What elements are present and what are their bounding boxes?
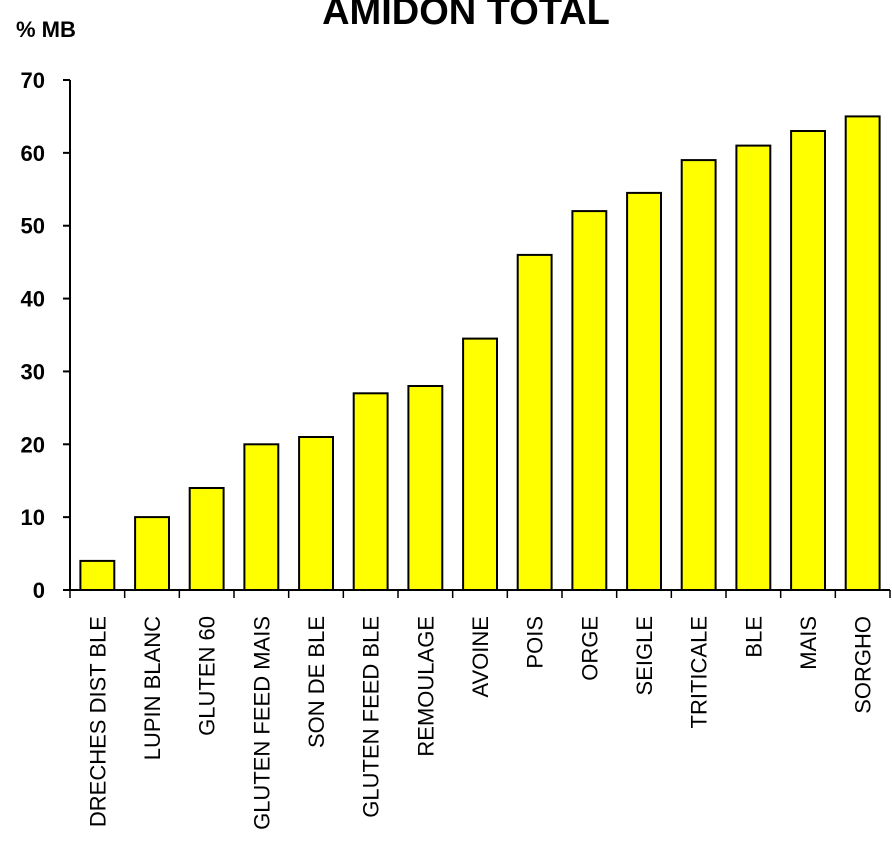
x-tick-label-12: BLE (741, 616, 766, 658)
y-tick-label-5: 50 (21, 214, 45, 239)
y-tick-label-0: 0 (33, 578, 45, 603)
y-tick-label-6: 60 (21, 141, 45, 166)
x-tick-label-8: POIS (523, 616, 548, 669)
bars-group (79, 115, 881, 592)
bar-10 (626, 191, 662, 591)
x-tick-label-13: MAIS (796, 616, 821, 670)
bar-7 (462, 337, 499, 591)
bar-1 (134, 516, 171, 591)
bar-6 (407, 385, 444, 591)
x-tick-labels: DRECHES DIST BLE LUPIN BLANC GLUTEN 60 GLUT… (85, 616, 875, 830)
x-tick-label-9: ORGE (577, 616, 602, 681)
y-tick-label-2: 20 (21, 432, 45, 457)
bar-14 (844, 115, 881, 592)
bar-12 (735, 144, 772, 591)
x-tick-label-4: SON DE BLE (304, 616, 329, 748)
x-tick-label-3: GLUTEN FEED MAIS (249, 616, 274, 830)
x-tick-label-0: DRECHES DIST BLE (85, 616, 110, 827)
x-tick-label-6: REMOULAGE (413, 616, 438, 757)
x-tick-label-5: GLUTEN FEED BLE (359, 616, 384, 818)
x-tick-label-7: AVOINE (468, 616, 493, 698)
bar-5 (352, 392, 389, 591)
bar-13 (790, 130, 826, 591)
y-axis-label: % MB (16, 17, 76, 42)
bar-8 (516, 253, 553, 591)
x-tick-label-2: GLUTEN 60 (195, 616, 220, 736)
bar-11 (680, 159, 717, 591)
bar-3 (243, 443, 280, 591)
x-tick-label-11: TRITICALE (687, 616, 712, 728)
y-tick-label-3: 30 (21, 359, 45, 384)
x-tick-label-1: LUPIN BLANC (140, 616, 165, 760)
y-tick-label-7: 70 (21, 68, 45, 93)
y-tick-label-4: 40 (21, 287, 45, 312)
bar-0 (79, 559, 116, 592)
bar-9 (571, 210, 608, 591)
axes-group (63, 79, 891, 598)
bar-4 (298, 436, 335, 591)
x-tick-label-10: SEIGLE (632, 616, 657, 695)
y-tick-labels: 0 10 20 30 40 50 60 70 (21, 68, 45, 603)
chart-title: AMIDON TOTAL (322, 0, 610, 33)
bar-2 (188, 487, 225, 591)
x-tick-label-14: SORGHO (851, 616, 876, 714)
y-tick-label-1: 10 (21, 505, 45, 530)
